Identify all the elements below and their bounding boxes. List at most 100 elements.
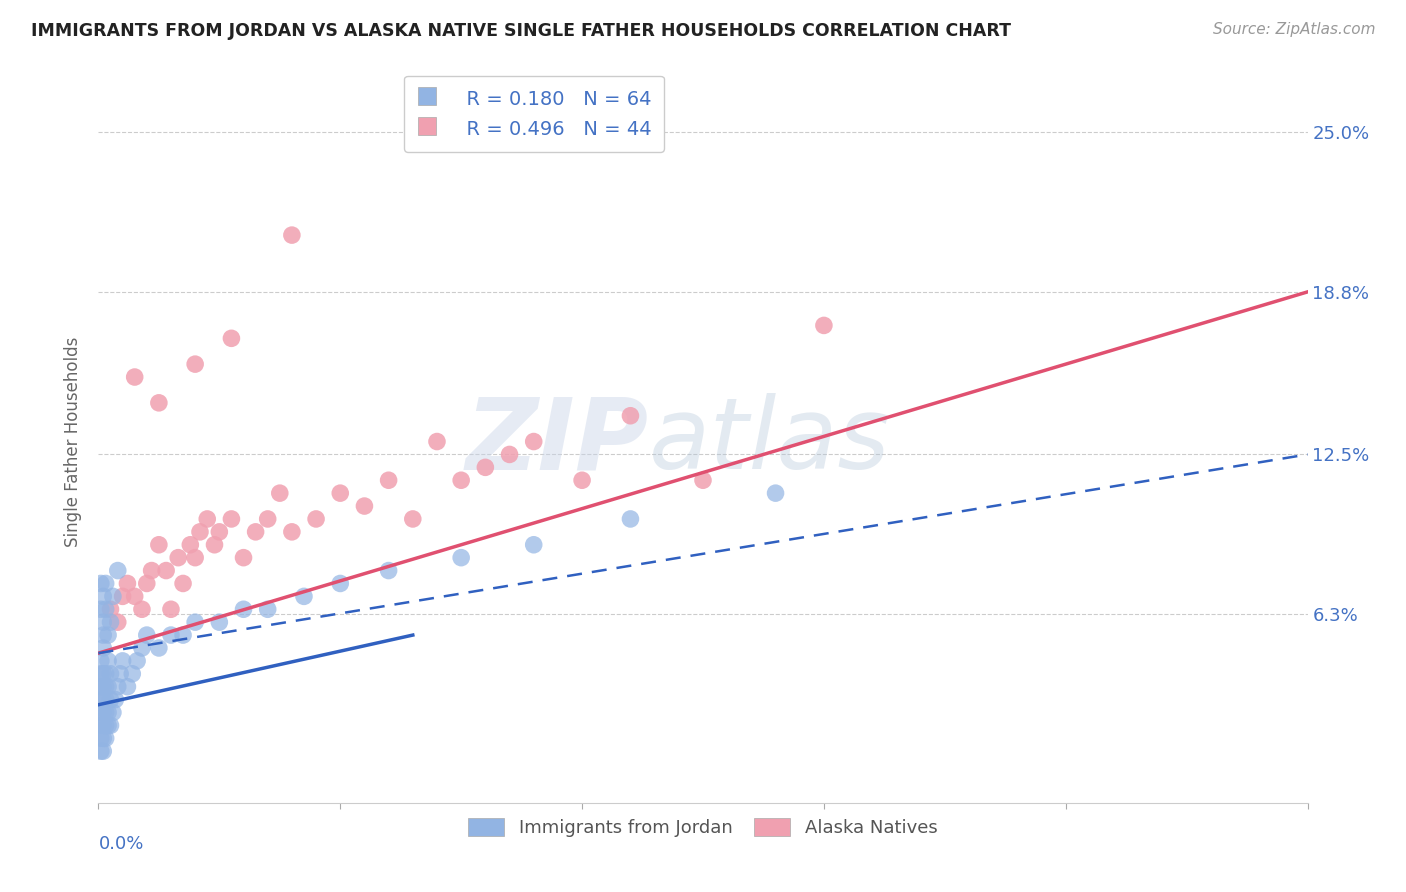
Point — [208, 524, 231, 539]
Point — [148, 640, 170, 655]
Point — [402, 512, 425, 526]
Point — [281, 228, 304, 243]
Point — [232, 602, 254, 616]
Point — [498, 447, 520, 461]
Text: IMMIGRANTS FROM JORDAN VS ALASKA NATIVE SINGLE FATHER HOUSEHOLDS CORRELATION CHA: IMMIGRANTS FROM JORDAN VS ALASKA NATIVE … — [31, 22, 1011, 40]
Point — [111, 654, 134, 668]
Point — [107, 564, 129, 578]
Point — [97, 654, 120, 668]
Point — [523, 538, 546, 552]
Point — [256, 602, 278, 616]
Point — [90, 718, 112, 732]
Point — [117, 576, 139, 591]
Point — [619, 409, 641, 423]
Point — [90, 666, 112, 681]
Point — [221, 331, 243, 345]
Point — [91, 692, 114, 706]
Point — [195, 512, 218, 526]
Point — [155, 564, 177, 578]
Point — [104, 692, 127, 706]
Point — [90, 602, 112, 616]
Point — [426, 434, 449, 449]
Point — [90, 680, 112, 694]
Point — [160, 628, 183, 642]
Point — [450, 473, 472, 487]
Text: atlas: atlas — [648, 393, 890, 490]
Point — [172, 576, 194, 591]
Point — [94, 692, 117, 706]
Point — [692, 473, 714, 487]
Point — [91, 615, 114, 630]
Point — [523, 434, 546, 449]
Point — [305, 512, 328, 526]
Point — [94, 602, 117, 616]
Point — [90, 576, 112, 591]
Point — [101, 706, 124, 720]
Point — [94, 680, 117, 694]
Point — [221, 512, 243, 526]
Point — [91, 706, 114, 720]
Point — [135, 576, 157, 591]
Point — [100, 692, 122, 706]
Point — [474, 460, 496, 475]
Point — [141, 564, 163, 578]
Point — [90, 706, 112, 720]
Point — [94, 718, 117, 732]
Point — [90, 692, 112, 706]
Point — [91, 731, 114, 746]
Point — [91, 666, 114, 681]
Point — [188, 524, 211, 539]
Point — [91, 640, 114, 655]
Point — [232, 550, 254, 565]
Point — [571, 473, 593, 487]
Text: Source: ZipAtlas.com: Source: ZipAtlas.com — [1212, 22, 1375, 37]
Point — [765, 486, 787, 500]
Point — [100, 615, 122, 630]
Point — [184, 615, 207, 630]
Point — [281, 524, 304, 539]
Point — [91, 680, 114, 694]
Point — [97, 718, 120, 732]
Point — [97, 706, 120, 720]
Point — [97, 628, 120, 642]
Point — [135, 628, 157, 642]
Point — [377, 564, 399, 578]
Legend: Immigrants from Jordan, Alaska Natives: Immigrants from Jordan, Alaska Natives — [461, 811, 945, 845]
Point — [148, 538, 170, 552]
Point — [101, 590, 124, 604]
Point — [619, 512, 641, 526]
Point — [100, 718, 122, 732]
Point — [100, 602, 122, 616]
Point — [111, 590, 134, 604]
Point — [131, 602, 153, 616]
Point — [90, 654, 112, 668]
Point — [184, 550, 207, 565]
Point — [121, 666, 143, 681]
Point — [90, 731, 112, 746]
Point — [353, 499, 375, 513]
Point — [117, 680, 139, 694]
Point — [148, 396, 170, 410]
Point — [172, 628, 194, 642]
Point — [107, 680, 129, 694]
Point — [124, 370, 146, 384]
Point — [97, 680, 120, 694]
Point — [94, 706, 117, 720]
Point — [208, 615, 231, 630]
Point — [179, 538, 201, 552]
Point — [184, 357, 207, 371]
Point — [91, 718, 114, 732]
Point — [127, 654, 149, 668]
Point — [107, 615, 129, 630]
Point — [108, 666, 131, 681]
Point — [292, 590, 315, 604]
Point — [450, 550, 472, 565]
Text: ZIP: ZIP — [465, 393, 648, 490]
Point — [329, 576, 352, 591]
Point — [90, 744, 112, 758]
Point — [100, 666, 122, 681]
Point — [813, 318, 835, 333]
Point — [91, 590, 114, 604]
Point — [269, 486, 291, 500]
Point — [204, 538, 226, 552]
